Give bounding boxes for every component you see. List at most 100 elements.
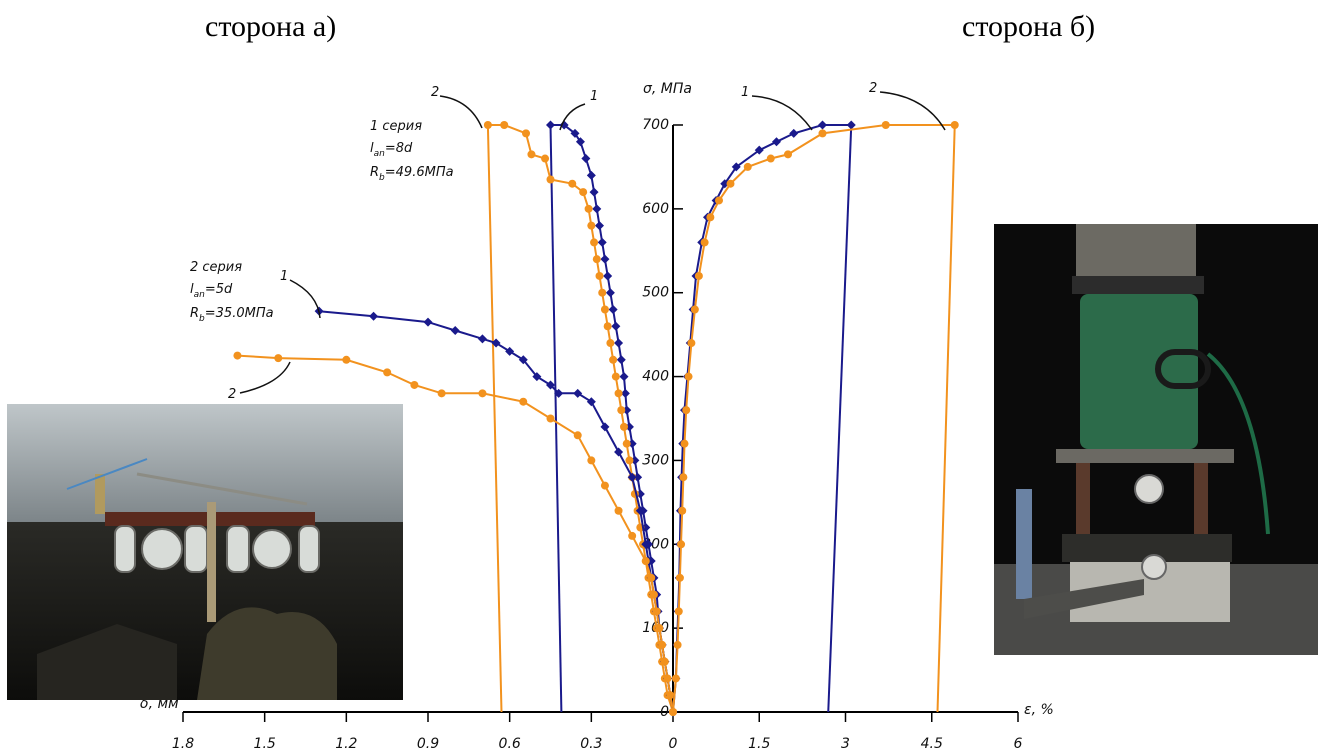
data-point [614, 447, 624, 457]
hydraulic-jack-photo [994, 224, 1318, 655]
data-point [620, 388, 630, 398]
data-point [950, 121, 959, 129]
data-point [546, 414, 555, 423]
group-label-1: 1 серия lan=8d Rb=49.6МПа [370, 119, 454, 183]
data-point [622, 439, 631, 448]
callout-number: 2 [431, 85, 439, 100]
data-point [731, 162, 741, 172]
x-tick-label-left: 0.3 [580, 736, 602, 752]
data-point [673, 640, 682, 649]
side-b-title: сторона б) [962, 10, 1096, 43]
series-drop-line [827, 124, 853, 713]
callout-number: 1 [280, 269, 288, 284]
data-point [789, 128, 799, 138]
data-point [614, 338, 624, 348]
data-point [647, 573, 656, 582]
data-point [597, 237, 607, 247]
data-point [437, 389, 446, 398]
group-series-label: 2 серия [190, 260, 242, 275]
data-point [616, 355, 626, 365]
data-point [680, 439, 689, 448]
data-point [649, 590, 658, 599]
data-point [720, 179, 730, 189]
callout-number: 1 [590, 89, 598, 104]
y-tick-label: 500 [642, 285, 669, 301]
x-tick-label-left: 1.8 [172, 736, 194, 752]
data-point [669, 708, 677, 716]
data-point [666, 691, 675, 700]
y-tick-label: 300 [642, 452, 669, 468]
dial-gauges-photo [7, 404, 403, 700]
data-point [541, 154, 550, 163]
x-axis-label-right: ε, % [1024, 702, 1054, 718]
x-tick-label-right: 6 [1014, 736, 1023, 752]
label-layer: 1 серия lan=8d Rb=49.6МПа 2 серия lan=5d Rb=3… [190, 119, 454, 324]
callout-number: 2 [869, 81, 877, 96]
data-point [690, 305, 699, 314]
data-point [784, 150, 792, 159]
callout-leader [559, 103, 586, 131]
data-point [595, 271, 604, 280]
data-point [505, 346, 515, 356]
data-point [410, 380, 419, 389]
data-point [641, 539, 651, 549]
series-drop-line [936, 124, 956, 713]
data-point [675, 573, 684, 582]
data-point [554, 388, 564, 398]
data-point [611, 321, 621, 331]
data-point [369, 311, 379, 321]
data-point [546, 120, 555, 130]
x-tick-label-right: 1.5 [748, 736, 770, 752]
data-point [606, 339, 615, 348]
data-point [600, 254, 610, 264]
data-point [450, 325, 460, 335]
data-point [383, 368, 392, 377]
x-tick-label-right: 4.5 [921, 736, 943, 752]
data-point [483, 121, 492, 129]
data-point [423, 317, 433, 327]
data-point [587, 221, 596, 230]
callout-leader [439, 95, 483, 129]
y-tick-label: 700 [642, 117, 669, 133]
series-line [672, 124, 852, 713]
series-1 [546, 120, 678, 717]
data-point [641, 557, 650, 566]
data-point [532, 372, 542, 382]
group-series-label: 1 серия [370, 119, 422, 134]
data-point [587, 456, 596, 465]
data-point [546, 380, 555, 390]
data-point [233, 351, 242, 360]
data-point [772, 137, 781, 147]
data-point [700, 238, 709, 247]
data-point [614, 389, 623, 398]
data-point [600, 305, 609, 314]
callout-number: 2 [228, 387, 236, 402]
data-point [663, 674, 672, 683]
y-tick-label: 600 [642, 201, 669, 217]
callout-layer: 2 1 1 2 1 2 [228, 81, 946, 402]
data-point [600, 422, 610, 432]
data-point [625, 456, 634, 465]
data-point [477, 334, 487, 344]
data-point [274, 354, 283, 363]
series-layer [233, 120, 959, 717]
data-point [679, 473, 688, 482]
group-rb-label: Rb=35.0МПа [190, 306, 274, 324]
data-point [620, 422, 628, 431]
data-point [617, 406, 626, 415]
data-point [581, 154, 591, 164]
data-point [652, 607, 661, 616]
data-point [608, 304, 618, 314]
callout-leader [289, 279, 321, 319]
data-point [694, 271, 703, 280]
group-lan-label: lan=8d [370, 141, 413, 159]
data-point [570, 128, 580, 138]
data-point [611, 372, 620, 381]
data-point [518, 355, 528, 365]
data-point [881, 121, 890, 129]
callout-leader [879, 91, 946, 131]
data-point [586, 397, 596, 407]
data-point [600, 481, 609, 490]
data-point [706, 213, 715, 222]
